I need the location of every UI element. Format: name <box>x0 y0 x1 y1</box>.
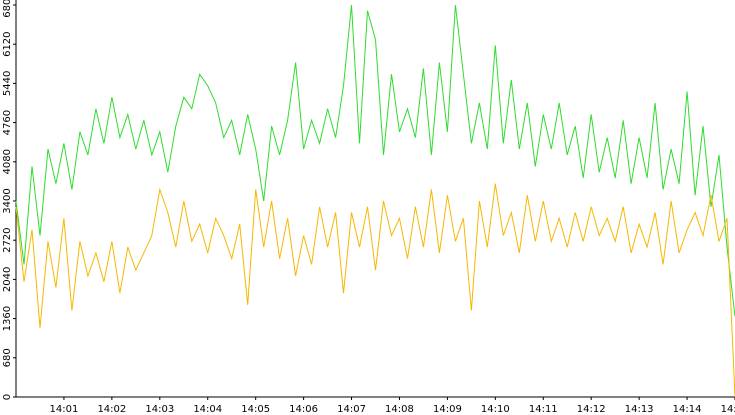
x-tick-label: 14:09 <box>433 404 462 415</box>
x-tick-label: 14:07 <box>337 404 366 415</box>
y-tick-label: 2040 <box>2 267 13 292</box>
x-tick-label: 14:11 <box>529 404 558 415</box>
y-tick-label: 4080 <box>2 149 13 174</box>
x-tick-label: 14:14 <box>673 404 702 415</box>
x-tick-label: 14:04 <box>193 404 222 415</box>
x-tick-label: 14:02 <box>97 404 126 415</box>
x-tick-label: 14:05 <box>241 404 270 415</box>
y-tick-label: 680 <box>2 348 13 367</box>
x-tick-label: 14:03 <box>145 404 174 415</box>
data-line <box>15 4 735 317</box>
y-tick-label: 5440 <box>2 71 13 96</box>
y-tick-label: 6800 <box>2 0 13 18</box>
x-tick-label: 14:15 <box>721 404 735 415</box>
y-tick-label: 1360 <box>2 306 13 331</box>
x-tick-label: 14:10 <box>481 404 510 415</box>
x-tick-label: 14:01 <box>50 404 79 415</box>
x-tick-label: 14:12 <box>577 404 606 415</box>
y-tick-label: 0 <box>2 394 13 400</box>
y-tick-label: 4760 <box>2 110 13 135</box>
x-tick-label: 14:08 <box>385 404 414 415</box>
y-tick-label: 6120 <box>2 31 13 56</box>
x-tick-label: 14:13 <box>625 404 654 415</box>
data-line <box>15 183 735 398</box>
y-tick-label: 3400 <box>2 188 13 213</box>
y-tick-label: 2720 <box>2 227 13 252</box>
x-tick-label: 14:06 <box>289 404 318 415</box>
